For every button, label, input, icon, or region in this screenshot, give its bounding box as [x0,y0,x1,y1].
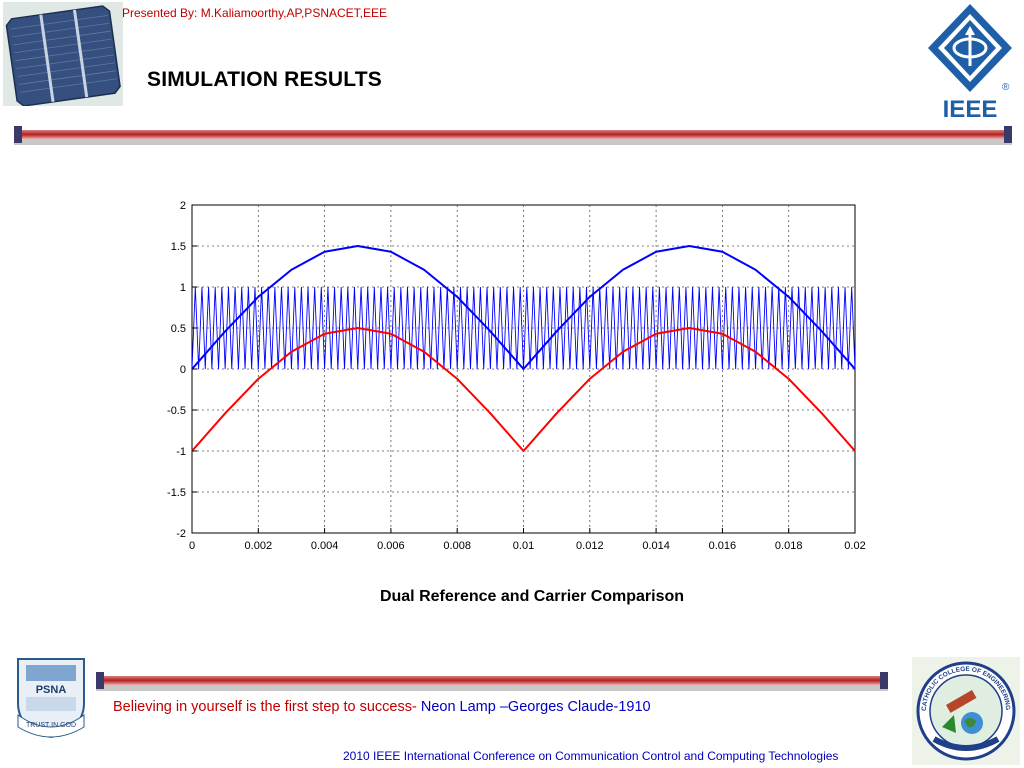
y-tick-label: 1 [180,282,186,294]
figure-caption: Dual Reference and Carrier Comparison [379,588,685,605]
y-tick-label: 0.5 [171,323,186,335]
psna-college-logo: PSNA TRUST IN GOD [17,658,85,739]
x-tick-label: 0.018 [775,540,803,552]
presenter-credit: Presented By: M.Kaliamoorthy,AP,PSNACET,… [122,6,388,20]
quote-credit: Neon Lamp –Georges Claude-1910 [416,699,651,715]
y-tick-label: -1 [176,446,186,458]
x-tick-label: 0.014 [642,540,670,552]
x-tick-label: 0.02 [844,540,865,552]
registered-mark: ® [1002,82,1010,93]
reference-series-layer [191,245,856,452]
y-tick-label: 1.5 [171,241,186,253]
footer-quote: Believing in yourself is the first step … [113,699,651,715]
psna-motto: TRUST IN GOD [26,722,76,729]
solar-cell-logo [3,2,123,106]
x-tick-label: 0 [189,540,195,552]
x-tick-label: 0.004 [311,540,339,552]
ieee-logo-text: IEEE [943,96,998,123]
y-tick-label: -0.5 [167,405,186,417]
x-tick-label: 0.012 [576,540,604,552]
college-seal-logo: CATHOLIC COLLEGE OF ENGINEERING [912,657,1020,765]
y-tick-label: 0 [180,364,186,376]
x-tick-label: 0.002 [245,540,273,552]
tick-labels: 0 0.002 0.004 0.006 0.008 0.01 0.012 0.014 0.016… [167,200,866,552]
conference-name: 2010 IEEE International Conference on Co… [343,749,839,763]
slide-title: SIMULATION RESULTS [147,68,382,91]
footer-divider-bar [96,672,888,691]
reference-line-1 [191,245,856,370]
quote-text: Believing in yourself is the first step … [113,699,417,715]
header-divider-bar [14,126,1012,145]
y-tick-label: -2 [176,528,186,540]
x-tick-label: 0.008 [443,540,471,552]
x-tick-label: 0.01 [513,540,534,552]
x-tick-label: 0.016 [709,540,737,552]
reference-line-2 [191,327,856,452]
ieee-logo: ® IEEE [928,4,1012,123]
psna-logo-text: PSNA [36,684,67,696]
simulation-chart: 0 0.002 0.004 0.006 0.008 0.01 0.012 0.014 0.016… [167,200,866,552]
x-tick-label: 0.006 [377,540,405,552]
y-tick-label: 2 [180,200,186,212]
y-tick-label: -1.5 [167,487,186,499]
